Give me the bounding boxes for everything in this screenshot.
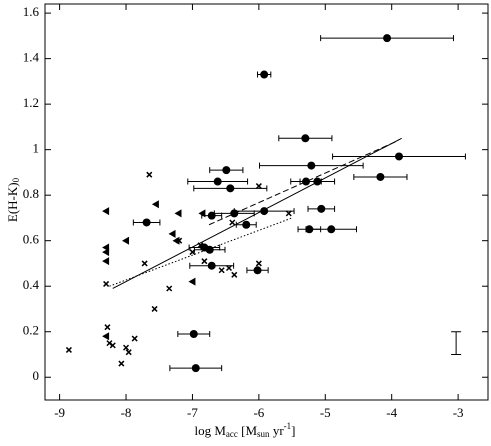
cross-point	[225, 264, 233, 272]
circle-point	[313, 177, 322, 186]
y-axis-label: E(H-K)0	[5, 177, 21, 222]
plot-frame	[44, 3, 489, 401]
triangle-point	[122, 236, 130, 245]
x-label-main: log M	[195, 423, 227, 438]
circle-point	[230, 209, 239, 218]
y-label-main: E(H-K)	[5, 182, 20, 222]
cross-point	[151, 305, 158, 312]
cross-point	[146, 171, 153, 178]
circle-point	[207, 211, 216, 220]
circle-point	[226, 184, 235, 193]
y-tick-label: 1.6	[23, 4, 40, 19]
cross-point	[118, 360, 125, 367]
y-tick-label: 0	[33, 368, 40, 383]
cross-point	[141, 260, 148, 267]
cross-point	[231, 271, 238, 278]
circle-point	[207, 261, 216, 270]
circle-point	[383, 34, 392, 43]
circle-point	[222, 166, 231, 175]
fit-line	[109, 217, 293, 287]
circle-point	[260, 207, 269, 216]
circle-point	[253, 266, 262, 275]
circle-point	[376, 172, 385, 181]
circle-point	[142, 218, 151, 227]
cross-point	[176, 237, 183, 244]
triangle-point	[151, 200, 159, 209]
cross-point	[285, 210, 292, 217]
x-label-unit-sup: -1	[284, 421, 292, 431]
x-tick-label: -4	[386, 405, 397, 420]
triangle-point	[102, 248, 110, 257]
y-tick-label: 0.8	[23, 186, 39, 201]
triangle-point	[188, 277, 196, 286]
x-label-sub: acc	[226, 429, 238, 439]
x-tick-label: -7	[187, 405, 198, 420]
triangle-point	[102, 207, 110, 216]
triangle-point	[174, 209, 182, 218]
x-label-unit: [M	[238, 423, 258, 438]
circle-point	[191, 364, 200, 373]
cross-point	[189, 249, 196, 256]
x-label-unit-sub: sun	[257, 429, 270, 439]
x-tick-label: -3	[453, 405, 464, 420]
x-tick-label: -9	[54, 405, 65, 420]
y-tick-label: 1.4	[23, 50, 40, 65]
cross-point	[65, 346, 72, 353]
y-tick-label: 1.2	[23, 95, 39, 110]
circle-point	[317, 204, 326, 213]
x-tick-label: -5	[320, 405, 331, 420]
cross-point	[122, 344, 130, 351]
y-tick-label: 0.2	[23, 323, 39, 338]
x-label-unit-text: yr	[270, 423, 285, 438]
triangle-point	[198, 209, 206, 218]
cross-point	[131, 335, 138, 342]
cross-point	[255, 183, 262, 190]
circle-point	[307, 161, 316, 170]
cross-point	[218, 267, 225, 274]
x-label-unit-close: ]	[291, 423, 295, 438]
cross-point	[166, 285, 173, 292]
cross-point	[104, 324, 111, 331]
circle-point	[327, 225, 336, 234]
typical-error-bar	[451, 331, 462, 355]
cross-point	[109, 342, 116, 349]
y-label-sub: 0	[11, 177, 21, 182]
cross-point	[125, 349, 132, 356]
x-tick-label: -8	[121, 405, 132, 420]
circle-point	[213, 177, 222, 186]
x-axis-label: log Macc [Msun yr-1]	[195, 421, 296, 439]
circle-point	[205, 245, 214, 254]
cross-point	[197, 242, 204, 249]
fit-line	[112, 137, 402, 289]
cross-point	[255, 260, 262, 267]
y-tick-label: 1	[33, 141, 40, 156]
triangle-point	[102, 332, 110, 341]
triangle-point	[168, 229, 176, 238]
y-tick-label: 0.4	[23, 277, 40, 292]
x-tick-label: -6	[253, 405, 264, 420]
cross-point	[201, 258, 208, 265]
cross-point	[229, 219, 236, 226]
cross-point	[103, 280, 110, 287]
circle-point	[260, 70, 269, 79]
circle-point	[242, 220, 251, 229]
circle-point	[301, 134, 310, 143]
circle-point	[395, 152, 404, 161]
triangle-point	[102, 257, 110, 266]
circle-point	[189, 330, 198, 338]
y-tick-label: 0.6	[23, 232, 40, 247]
